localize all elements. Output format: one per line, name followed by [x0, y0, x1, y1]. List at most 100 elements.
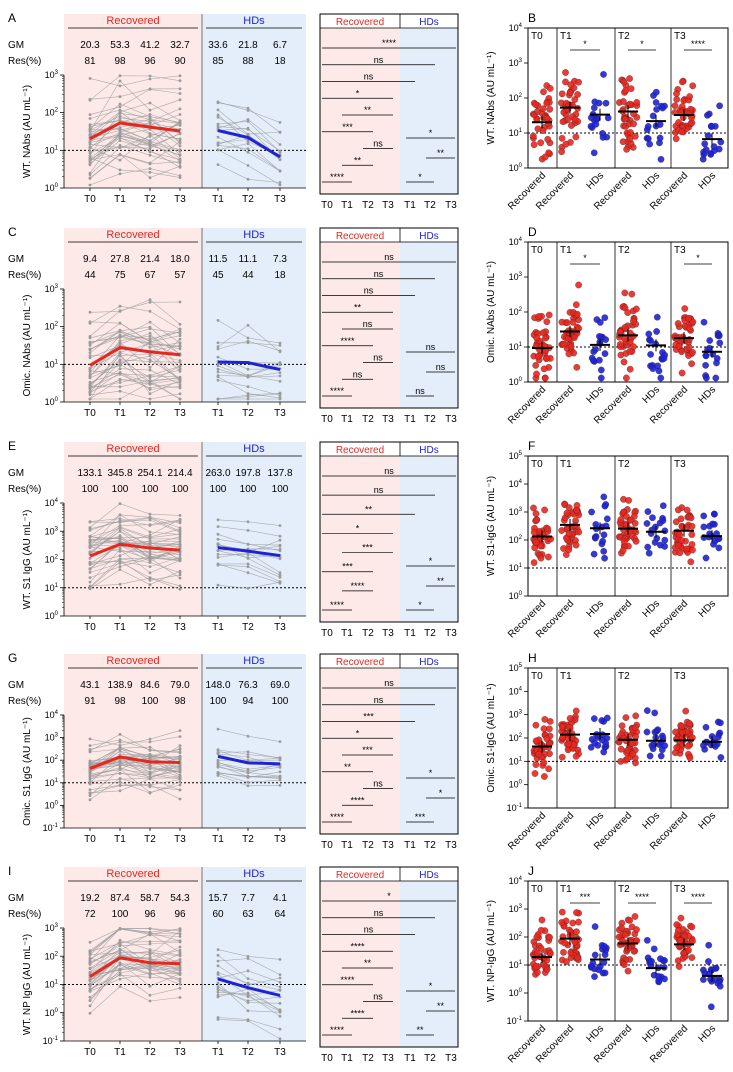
x-tick-label: T3	[445, 628, 457, 639]
subject-point	[178, 383, 182, 386]
subject-line	[89, 781, 181, 794]
data-point	[681, 932, 689, 940]
subject-point	[278, 158, 282, 162]
data-point	[661, 543, 669, 550]
subject-line	[89, 528, 181, 548]
gm-label: GM	[8, 40, 24, 51]
subject-point	[246, 991, 250, 995]
subject-point	[216, 1016, 220, 1019]
subject-point	[148, 118, 152, 122]
subject-line	[89, 949, 181, 971]
x-tick-label: T0	[321, 414, 333, 425]
y-tick-label: 104	[45, 498, 59, 508]
subject-point	[278, 391, 282, 395]
data-point	[679, 78, 686, 86]
subject-line	[89, 132, 181, 175]
y-tick-label: 102	[509, 733, 523, 743]
subject-line	[89, 943, 181, 968]
subject-point	[118, 513, 122, 517]
subject-line	[89, 763, 181, 776]
y-axis-label: Omic. S1 IgG (AU mL⁻¹)	[22, 717, 33, 826]
data-point	[562, 69, 569, 76]
data-point	[656, 121, 664, 128]
timepoint-label: T3	[674, 884, 686, 895]
timepoint-label: T3	[674, 31, 686, 42]
y-tick-label: 100	[45, 1008, 59, 1018]
data-point	[600, 547, 608, 555]
data-point	[566, 89, 574, 96]
data-point	[545, 553, 552, 561]
x-tick-label: T3	[274, 408, 286, 419]
subject-point	[88, 781, 92, 784]
x-tick-label: T2	[242, 622, 254, 633]
sig-label: *	[696, 253, 700, 263]
sig-label: *	[356, 728, 360, 738]
data-point	[620, 358, 628, 366]
panel-row-1: A B Recovered HDs GM Res(%) 20.3 53.3 41.2 32.7 33…	[8, 11, 729, 212]
subject-point	[178, 587, 182, 591]
data-point	[647, 351, 654, 358]
x-tick-label: HDs	[697, 598, 719, 620]
subject-point	[88, 984, 92, 987]
res-value: 100	[272, 484, 289, 495]
data-point	[644, 123, 652, 130]
subject-point	[278, 571, 282, 574]
data-point	[541, 506, 548, 514]
subject-point	[178, 113, 182, 116]
subject-point	[148, 518, 152, 522]
data-point	[543, 735, 551, 743]
data-point	[630, 317, 637, 325]
gm-line-recovered	[89, 346, 181, 367]
subject-point	[118, 938, 122, 942]
subject-point	[118, 927, 122, 930]
subject-point	[148, 770, 152, 774]
data-point	[534, 125, 542, 133]
subject-point	[246, 164, 250, 167]
data-point	[654, 726, 662, 734]
subject-point	[88, 777, 92, 781]
subject-point	[118, 371, 122, 374]
data-point	[563, 958, 570, 965]
subject-point	[88, 995, 92, 999]
subject-line	[89, 955, 181, 985]
sig-label: *	[356, 523, 360, 533]
subject-point	[246, 119, 250, 123]
data-point	[700, 512, 708, 520]
subject-point	[148, 309, 152, 313]
subject-point	[148, 132, 152, 136]
subject-point	[148, 984, 152, 988]
sig-label: *	[429, 556, 433, 566]
subject-point	[118, 753, 122, 757]
subject-point	[216, 583, 220, 587]
data-point	[537, 944, 545, 952]
subject-line	[89, 519, 181, 544]
res-value: 91	[84, 696, 96, 707]
subject-point	[216, 163, 220, 167]
subject-point	[216, 148, 220, 152]
data-point	[633, 926, 640, 933]
subject-point	[216, 556, 220, 559]
subject-point	[246, 177, 250, 181]
res-value: 96	[144, 909, 156, 920]
subject-point	[216, 549, 220, 553]
group-label-recovered: Recovered	[336, 445, 384, 456]
subject-point	[148, 392, 152, 396]
x-tick-label: T2	[362, 414, 374, 425]
subject-point	[178, 767, 182, 770]
subject-point	[278, 538, 282, 542]
subject-point	[118, 732, 122, 736]
data-point	[623, 374, 630, 382]
data-point	[677, 515, 685, 523]
data-point	[532, 761, 540, 768]
sig-label: ***	[362, 745, 373, 755]
subject-line	[89, 773, 181, 780]
gm-value: 76.3	[238, 680, 258, 691]
timepoint-label: T2	[618, 245, 630, 256]
res-label: Res(%)	[8, 56, 41, 67]
subject-point	[148, 948, 152, 952]
sig-label: **	[364, 958, 372, 968]
subject-point	[178, 327, 182, 331]
subject-point	[88, 391, 92, 395]
data-point	[626, 365, 634, 373]
data-point	[707, 975, 714, 983]
